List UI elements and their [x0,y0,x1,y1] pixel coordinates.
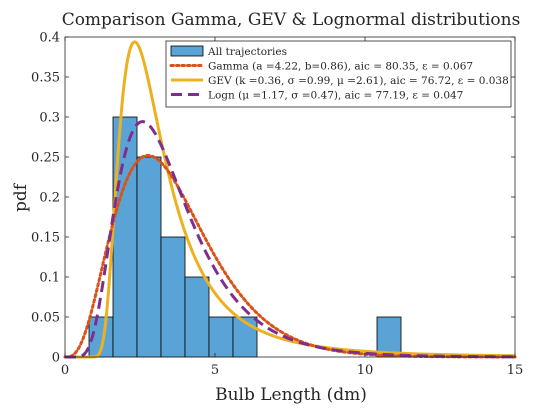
y-tick-label: 0 [52,351,60,366]
x-axis-label: Bulb Length (dm) [215,385,367,405]
legend-box [165,40,512,108]
gev-pdf-line [64,40,516,359]
chart-title: Comparison Gamma, GEV & Lognormal distri… [62,10,521,30]
y-tick-label: 0.2 [39,191,60,206]
y-tick-label: 0.15 [31,231,60,246]
histogram-bar [376,316,402,358]
x-tick-label: 10 [357,363,374,378]
legend-swatch-histogram [170,45,204,57]
y-tick-label: 0.25 [31,151,60,166]
x-tick-label: 5 [211,363,219,378]
histogram-bar [208,316,234,358]
y-tick-label: 0.3 [39,111,60,126]
legend-label: GEV (k =0.36, σ =0.99, μ =2.61), aic = 7… [208,75,509,87]
legend-label: Gamma (a =4.22, b=0.86), aic = 80.35, ε … [208,61,473,73]
histogram-bar [136,156,162,358]
x-tick-label: 15 [507,363,524,378]
y-tick-label: 0.05 [31,311,60,326]
y-axis-label: pdf [11,182,31,212]
legend-label: All trajectories [207,46,287,58]
y-tick-label: 0.35 [31,71,60,86]
y-tick-label: 0.4 [39,31,60,46]
legend-label: Logn (μ =1.17, σ =0.47), aic = 77.19, ε … [208,90,463,102]
legend: All trajectories Gamma (a =4.22, b=0.86),… [165,40,512,108]
y-tick-label: 0.1 [39,271,60,286]
histogram-bar [184,276,210,358]
histogram-bar [160,236,186,358]
lognormal-pdf-line [64,120,516,359]
x-tick-label: 0 [61,363,69,378]
